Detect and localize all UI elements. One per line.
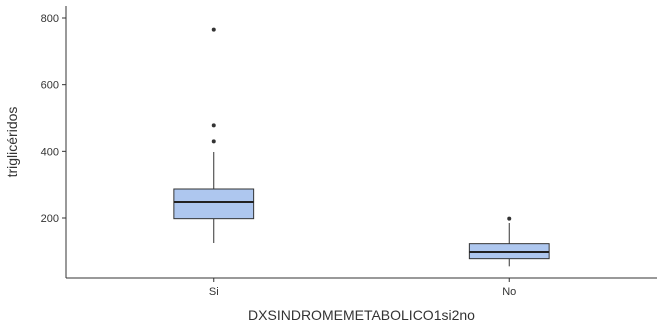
y-tick-label: 200: [41, 213, 59, 225]
y-axis-ticks: 200 400 600 800: [41, 13, 66, 225]
outlier-point: [211, 139, 216, 144]
outlier-point: [211, 123, 216, 128]
outlier-point: [211, 27, 216, 32]
boxes: [173, 27, 550, 267]
y-axis-title: triglicéridos: [4, 107, 20, 178]
box-group-no: [468, 216, 550, 267]
box-group-si: [173, 27, 255, 243]
y-tick-label: 800: [41, 13, 59, 25]
x-tick-label: No: [502, 286, 516, 298]
x-tick-label: Si: [209, 286, 219, 298]
x-axis-ticks: Si No: [209, 278, 516, 298]
x-axis-title: DXSINDROMEMETABOLICO1si2no: [248, 307, 475, 323]
outlier-point: [507, 216, 512, 221]
y-tick-label: 600: [41, 80, 59, 92]
y-tick-label: 400: [41, 146, 59, 158]
iqr-box: [173, 188, 255, 220]
